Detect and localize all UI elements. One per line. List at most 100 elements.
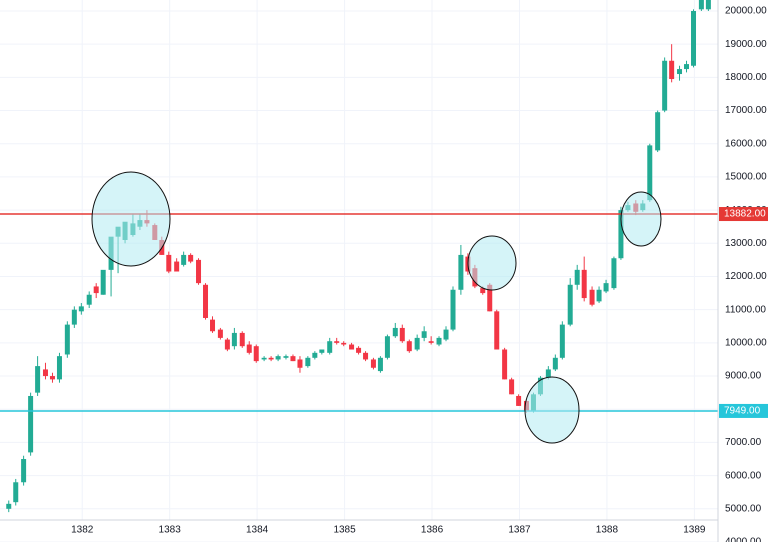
candle-body <box>581 269 587 299</box>
candle-body <box>552 357 558 370</box>
y-tick-label: 13000.00 <box>725 238 767 249</box>
candle-body <box>596 289 602 302</box>
candle-body <box>28 395 34 453</box>
x-tick-label: 1385 <box>333 525 356 536</box>
candle-body <box>443 329 449 340</box>
candle-body <box>13 482 19 503</box>
candle-body <box>341 342 347 345</box>
candle-body <box>224 339 230 350</box>
candle-body <box>421 331 427 338</box>
candle-body <box>290 356 296 362</box>
candle-body <box>428 341 434 343</box>
candle-body <box>78 306 84 312</box>
candle-body <box>203 284 209 318</box>
y-tick-label: 9000.00 <box>725 371 762 382</box>
candle-body <box>406 341 412 352</box>
candle-body <box>509 379 515 395</box>
candle-body <box>363 352 369 360</box>
x-tick-label: 1388 <box>596 525 619 536</box>
candle-body <box>261 357 267 360</box>
y-tick-label: 18000.00 <box>725 72 767 83</box>
candle-body <box>239 332 245 347</box>
level-label: 13882.00 <box>724 209 766 220</box>
candle-body <box>436 337 442 345</box>
candle-body <box>677 69 683 75</box>
y-tick-label: 19000.00 <box>725 39 767 50</box>
x-tick-label: 1382 <box>71 525 94 536</box>
axes: 4000.005000.006000.007000.008000.009000.… <box>71 6 768 542</box>
highlight-circle <box>620 191 662 247</box>
candle-body <box>86 294 92 305</box>
candle-body <box>253 346 259 362</box>
x-tick-label: 1386 <box>421 525 444 536</box>
candle-body <box>64 324 70 355</box>
candle-body <box>384 336 390 358</box>
y-tick-label: 11000.00 <box>725 304 766 315</box>
candle-body <box>297 359 303 368</box>
level-label-box <box>719 207 768 222</box>
candle-body <box>49 376 55 380</box>
y-tick-label: 7000.00 <box>725 437 762 448</box>
candle-body <box>559 324 565 358</box>
candle-body <box>100 269 106 295</box>
candle-body <box>691 10 697 66</box>
candle-body <box>603 283 609 292</box>
y-tick-label: 12000.00 <box>725 271 767 282</box>
candle-body <box>21 459 27 483</box>
y-tick-label: 6000.00 <box>725 470 762 481</box>
candle-body <box>356 347 362 353</box>
y-tick-label: 20000.00 <box>725 6 767 17</box>
candle-body <box>93 286 99 294</box>
candle-body <box>334 341 340 343</box>
highlight-circle <box>467 235 517 291</box>
candle-body <box>217 329 223 338</box>
x-tick-label: 1389 <box>683 525 706 536</box>
candle-body <box>56 356 62 380</box>
highlight-circles <box>91 171 662 444</box>
y-tick-label: 10000.00 <box>725 338 767 349</box>
x-tick-label: 1387 <box>508 525 531 536</box>
candle-body <box>684 64 690 70</box>
candle-body <box>458 254 464 290</box>
candle-body <box>231 332 237 347</box>
candle-body <box>516 395 522 406</box>
y-tick-label: 4000.00 <box>725 537 762 542</box>
candle-body <box>392 327 398 337</box>
y-tick-label: 16000.00 <box>725 138 767 149</box>
candle-body <box>662 60 668 111</box>
candle-body <box>327 341 333 353</box>
candle-body <box>35 366 41 393</box>
candle-body <box>349 344 355 350</box>
candle-body <box>647 145 653 201</box>
candle-body <box>480 288 486 294</box>
candle-body <box>370 359 376 368</box>
candle-body <box>669 60 675 80</box>
candle-body <box>246 344 252 353</box>
y-tick-label: 17000.00 <box>725 105 767 116</box>
candle-body <box>611 258 617 289</box>
candle-body <box>698 0 704 10</box>
candle-body <box>312 352 318 358</box>
candle-body <box>655 112 661 151</box>
x-tick-label: 1384 <box>246 525 269 536</box>
candle-body <box>589 289 595 305</box>
candle-body <box>450 289 456 330</box>
candle-body <box>210 319 216 332</box>
x-tick-label: 1383 <box>159 525 182 536</box>
candle-body <box>305 357 311 367</box>
level-label-box <box>719 403 768 418</box>
candle-body <box>319 349 325 353</box>
candle-body <box>618 210 624 259</box>
candle-body <box>399 327 405 342</box>
candle-body <box>268 357 274 360</box>
y-tick-label: 15000.00 <box>725 172 767 183</box>
highlight-circle <box>91 171 171 267</box>
candle-body <box>71 309 77 325</box>
candle-body <box>574 269 580 285</box>
candle-body <box>42 369 48 377</box>
level-label: 7949.00 <box>724 406 761 417</box>
candle-body <box>6 503 12 509</box>
candle-body <box>545 369 551 378</box>
candle-body <box>502 349 508 380</box>
